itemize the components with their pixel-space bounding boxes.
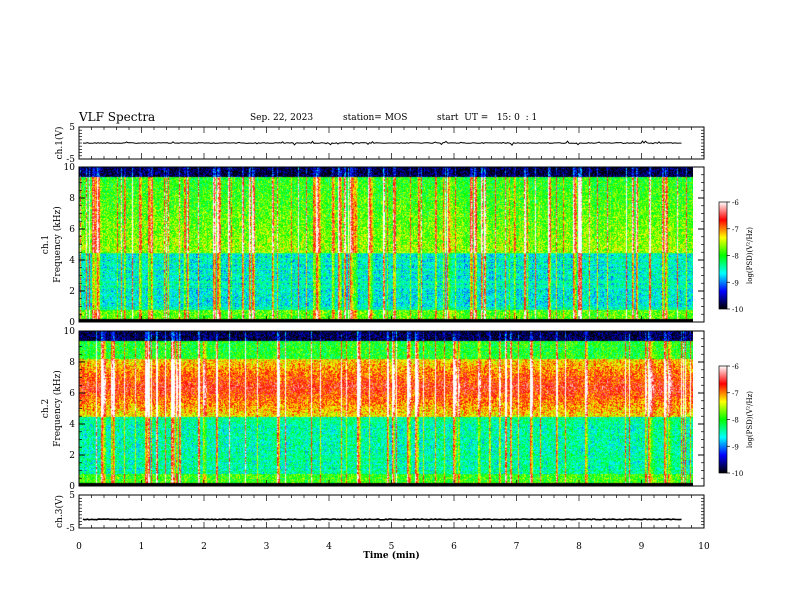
- y-axis-label: ch.2: [41, 399, 51, 418]
- ytick-label: 0: [69, 318, 75, 328]
- colorbar-label: log(PSD)(V²/Hz): [746, 391, 754, 448]
- x-axis-label: Time (min): [363, 550, 420, 561]
- waveform-ch1-waveform: [83, 140, 682, 147]
- y-axis-label: ch.3(V): [54, 495, 65, 528]
- ytick-label: 2: [69, 451, 75, 461]
- start-time-label: start UT = 15: 0 : 1: [437, 113, 538, 123]
- colorbar-tick-label: -10: [732, 470, 743, 478]
- colorbar-tick-label: -9: [732, 443, 739, 451]
- xtick-label: 9: [639, 542, 645, 552]
- colorbar-tick-label: -8: [732, 417, 739, 425]
- xtick-label: 3: [264, 542, 270, 552]
- ytick-label: 2: [69, 287, 75, 297]
- ytick-label: 4: [69, 256, 75, 266]
- ytick-label: 5: [69, 491, 75, 501]
- xtick-label: 8: [576, 542, 582, 552]
- ytick-label: 10: [64, 327, 76, 337]
- ytick-label: 4: [69, 420, 75, 430]
- xtick-label: 5: [389, 542, 395, 552]
- colorbar-tick-label: -10: [732, 306, 743, 314]
- colorbar: [718, 201, 728, 310]
- date-label: Sep. 22, 2023: [250, 113, 314, 123]
- y-axis-label: Frequency (kHz): [52, 370, 63, 447]
- ytick-label: 8: [69, 358, 75, 368]
- ytick-label: 8: [69, 194, 75, 204]
- ytick-label: -5: [66, 155, 75, 165]
- waveform-ch3-waveform: [82, 518, 682, 521]
- xtick-label: 1: [139, 542, 145, 552]
- y-axis-label: ch.1: [41, 235, 51, 254]
- xtick-label: 7: [514, 542, 520, 552]
- ytick-label: 10: [64, 163, 76, 173]
- ytick-label: 0: [69, 482, 75, 492]
- spectrogram-ch1-spectrogram: [79, 167, 693, 322]
- xtick-label: 2: [201, 542, 207, 552]
- colorbar-tick-label: -7: [732, 226, 739, 234]
- station-label: station= MOS: [343, 113, 408, 123]
- colorbar-tick-label: -6: [732, 199, 739, 207]
- colorbar-tick-label: -9: [732, 279, 739, 287]
- colorbar-tick-label: -7: [732, 390, 739, 398]
- ytick-label: 6: [69, 389, 75, 399]
- y-axis-label: Frequency (kHz): [52, 206, 63, 283]
- y-axis-label: ch.1(V): [54, 127, 65, 160]
- colorbar-label: log(PSD)(V²/Hz): [746, 227, 754, 284]
- colorbar-tick-label: -6: [732, 363, 739, 371]
- xtick-label: 4: [326, 542, 332, 552]
- xtick-label: 10: [698, 542, 710, 552]
- colorbar-tick-label: -8: [732, 253, 739, 261]
- ytick-label: 6: [69, 225, 75, 235]
- ytick-label: 5: [69, 123, 75, 133]
- xtick-label: 6: [451, 542, 457, 552]
- spectrogram-ch2-spectrogram: [79, 331, 693, 486]
- xtick-label: 0: [76, 542, 82, 552]
- ytick-label: -5: [66, 524, 75, 534]
- figure-title: VLF Spectra: [79, 110, 156, 124]
- colorbar: [718, 365, 728, 474]
